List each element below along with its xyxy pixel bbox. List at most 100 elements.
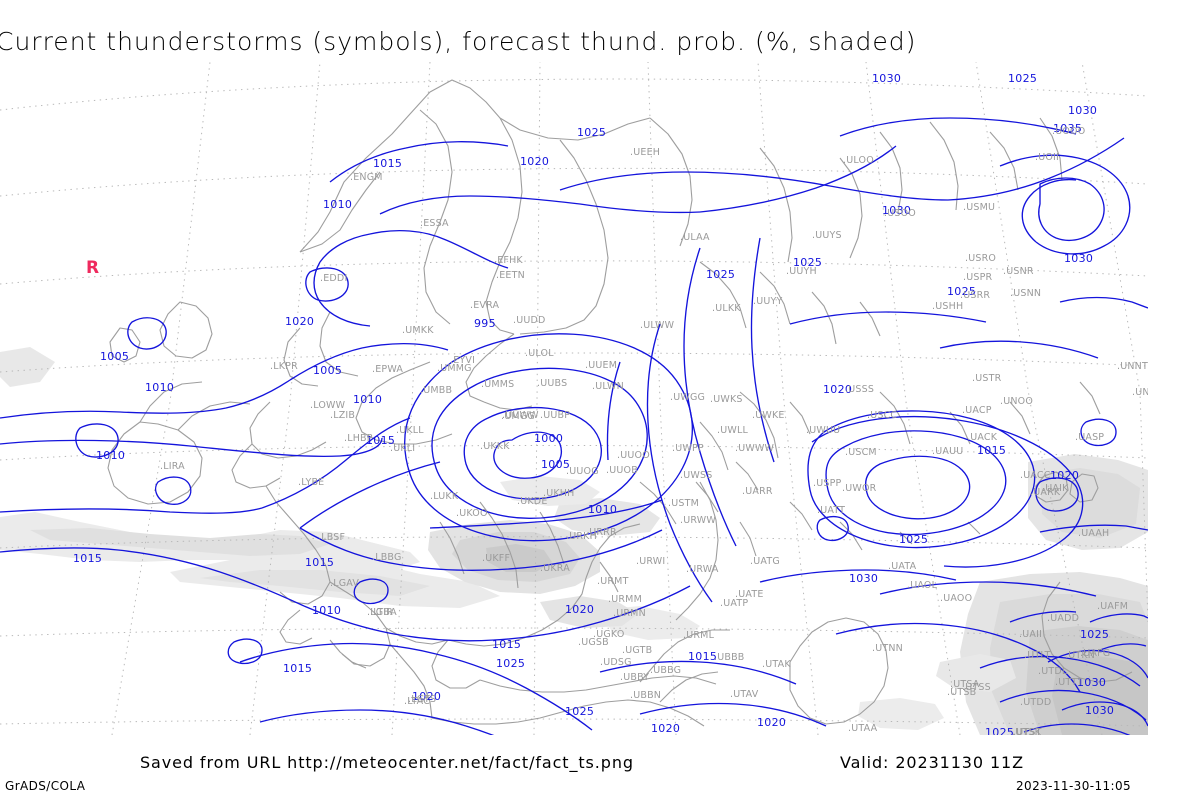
station-label: .LGAV xyxy=(330,578,360,589)
isobar-label: 1005 xyxy=(313,364,343,377)
isobar-label: 1025 xyxy=(577,126,607,139)
station-label: .UKLI xyxy=(390,443,416,454)
station-label: .UAFG xyxy=(1080,648,1111,659)
isobar-label: 1010 xyxy=(323,198,353,211)
station-label: .ULWN xyxy=(592,381,624,392)
station-label: .USTR xyxy=(972,373,1002,384)
isobar-label: 1020 xyxy=(412,690,442,703)
grads-credit-text: GrADS/COLA xyxy=(5,779,86,793)
station-label: .LOWW xyxy=(310,400,346,411)
station-label: .USSS xyxy=(845,384,875,395)
station-label: .UACK xyxy=(967,432,998,443)
station-label: .LGTS xyxy=(408,694,437,705)
station-label: .UTDD xyxy=(1020,697,1052,708)
station-label: .UATT xyxy=(817,505,846,516)
station-label: .UMMG xyxy=(437,363,472,374)
station-label: .UOOO xyxy=(1052,126,1086,137)
isobar-label: 1010 xyxy=(588,503,618,516)
station-label: .UGTB xyxy=(622,645,653,656)
station-label: .EDDI xyxy=(320,273,348,284)
station-label: .UMGG xyxy=(501,411,535,422)
station-label: .UUOB xyxy=(606,465,638,476)
isobar-label: 1030 xyxy=(882,204,912,217)
station-label: .UWWW xyxy=(735,443,775,454)
station-label: .USTM xyxy=(668,498,700,509)
map-canvas[interactable]: 1030 1025 1030 1035 1025 1020 1015 1010 1030 1025… xyxy=(0,62,1148,735)
station-label: .LTAC xyxy=(404,696,431,707)
station-label: .UMKK xyxy=(402,325,434,336)
station-label: .URWA xyxy=(686,564,719,575)
station-label: .UBBN xyxy=(630,690,662,701)
isobar-label: 1010 xyxy=(312,604,342,617)
isobar-label: 1010 xyxy=(145,381,175,394)
station-label: .UTSK xyxy=(1012,727,1042,735)
station-label: .LHBP xyxy=(344,433,373,444)
station-label: .UWKE xyxy=(752,410,785,421)
station-label: .UUBP xyxy=(540,410,571,421)
isobar-label: 1020 xyxy=(757,716,787,729)
station-label: .UARK xyxy=(1030,487,1061,498)
station-label: .URWI xyxy=(636,556,666,567)
station-label: .UATA xyxy=(888,561,917,572)
render-timestamp-text: 2023-11-30-11:05 xyxy=(1016,779,1132,793)
shaded-probability-field xyxy=(0,347,1148,735)
station-label: .UWSS xyxy=(680,470,713,481)
station-label: .UKLL xyxy=(396,425,424,436)
isobar-label: 1025 xyxy=(565,705,595,718)
station-label: .UNNT xyxy=(1117,361,1148,372)
station-label: .LZIB xyxy=(330,410,356,421)
station-label: .USRO xyxy=(965,253,997,264)
isobar-label: 1025 xyxy=(985,726,1015,735)
station-label: .UUBS xyxy=(537,378,568,389)
isobar-label: 1010 xyxy=(353,393,383,406)
station-label: .UWOR xyxy=(842,483,877,494)
station-label: .URWW xyxy=(680,515,716,526)
isobar-contours xyxy=(0,117,1148,735)
station-label: .UBBG xyxy=(650,665,682,676)
station-label: .UUOO xyxy=(617,450,650,461)
station-label: .URRR xyxy=(586,527,617,538)
isobar-label: 1035 xyxy=(1053,122,1083,135)
isobar-label: 1030 xyxy=(849,572,879,585)
station-label: .UNOO xyxy=(1000,396,1034,407)
station-label: .UTTT xyxy=(1055,677,1084,688)
station-label: .LIRA xyxy=(160,461,185,472)
station-label: .UUYS xyxy=(812,230,842,241)
station-label: .LBSF xyxy=(318,532,346,543)
station-label: .URML xyxy=(683,630,715,641)
isobar-label: 1015 xyxy=(373,157,403,170)
station-label: .UKKK xyxy=(480,441,510,452)
station-label: .UTSA xyxy=(950,679,980,690)
station-label: .USPP xyxy=(813,478,842,489)
station-label: .ENGM xyxy=(350,172,383,183)
station-label: .ULOL xyxy=(525,348,554,359)
station-label: .UKHH xyxy=(543,488,575,499)
station-label: .ULAA xyxy=(680,232,710,243)
station-label: .UACC xyxy=(1020,470,1051,481)
station-label: .UBBB xyxy=(714,652,745,663)
station-label: .UATE xyxy=(735,589,764,600)
isobar-label: 1020 xyxy=(565,603,595,616)
station-label: .UUEM xyxy=(585,360,618,371)
isobar-label: 1020 xyxy=(651,722,681,735)
saved-from-url-text: Saved from URL http://meteocenter.net/fa… xyxy=(140,753,634,772)
station-label: .ULKK xyxy=(712,303,741,314)
station-label: .UTST xyxy=(1013,727,1042,735)
station-label: .UTAK xyxy=(762,659,791,670)
station-label: .EFHK xyxy=(494,255,523,266)
latlon-gridlines xyxy=(0,62,1148,735)
station-label: .USOO xyxy=(884,208,916,219)
isobar-label: 995 xyxy=(474,317,496,330)
station-label: .USMU xyxy=(963,202,996,213)
isobar-label: 1010 xyxy=(96,449,126,462)
station-label: .USRR xyxy=(960,290,991,301)
isobar-label: 1015 xyxy=(688,650,718,663)
station-label: .LBBG xyxy=(372,552,402,563)
station-label: .USNR xyxy=(1003,266,1034,277)
station-label: .UTDL xyxy=(1038,666,1068,677)
station-label: .UGKO xyxy=(593,629,625,640)
station-label: .UUYY xyxy=(753,296,783,307)
isobar-label: 1015 xyxy=(492,638,522,651)
isobar-label: 1030 xyxy=(872,72,902,85)
isobar-label: 1025 xyxy=(899,533,929,546)
